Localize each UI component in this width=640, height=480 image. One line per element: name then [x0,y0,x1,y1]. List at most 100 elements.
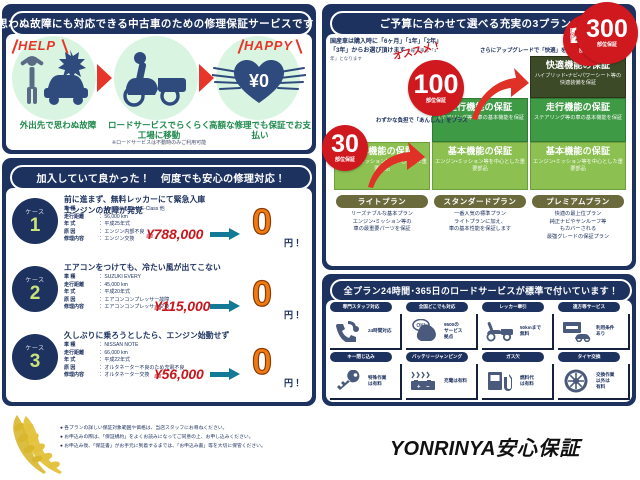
cases-header: 加入していて良かった！ 何度でも安心の修理対応！ [10,165,312,190]
spec-label: 走行距離 [64,281,85,288]
battery-icon: + − [406,366,442,396]
term-note-tiny: ※輸入車は「1年」となります [330,47,437,62]
cases-panel: 加入していて良かった！ 何度でも安心の修理対応！ ケース 1 前に進まず、無料レ… [2,158,316,406]
service-tag: タイヤ交換 [558,352,620,362]
spec-value: 平成25年式 [104,221,130,227]
case-result-unit-3: 円！ [284,378,303,388]
badge-unit: 部位保証 [334,157,355,164]
case-result-unit-1: 円！ [284,238,303,248]
badge-side-label: 国産車 [569,28,575,43]
flow-panel: 思わぬ故障にも対応できる中古車のための修理保証サービスです！ HELP [0,4,324,154]
service-text: 燃料代 は有料 [520,374,534,386]
spec-label: 原 因 [64,364,76,371]
coverage-desc: エンジン・ミッション等を中心とした重要部品 [435,158,525,172]
road-service-header: 全プラン24時間･365日のロードサービスが標準で付いています！ [330,279,632,302]
case-title-2: エアコンをつけても、冷たい風が出てこない [64,263,221,272]
phone-headset-icon [330,316,366,346]
tire-icon [558,366,594,396]
brand-latin: YONRINYA [390,438,496,460]
shout-slash-right-2 [295,39,303,54]
plan-desc-light: リーズナブルな基本プラン エンジン・ミッション等の 車の最重要パーツを保証 [351,211,413,233]
term-note: 国産車は購入時に「6ヶ月」「1年」「2年」「3年」からお選び頂けます ※輸入車は… [330,39,440,62]
spec-value: エンジン交換 [104,236,135,242]
service-cell-transport: 遠方等サービス 利用条件 あり [556,302,630,350]
case-badge-3: ケース 3 [12,334,58,380]
fuel-pump-icon [482,366,518,396]
coverage-title: 快適機能の保証 [545,60,611,70]
case-number: 1 [29,215,41,236]
tow-truck-illustration-icon [123,52,186,107]
badge-unit: 部位保証 [596,42,617,49]
case-result-2: 0 [251,273,273,314]
service-tag: 専門スタッフ対応 [330,302,392,312]
footer-note: ● お申込み後、「保証書」がお手元に到着するまでは、「お申込み書」等を大切に保管… [60,444,266,450]
brand-jp: 安心保証 [495,438,581,460]
service-text: 特殊作業 は有料 [368,374,387,386]
flow-step-note-2: ※ロードサービスは不動時のみご利用可能 [111,140,207,147]
case-badge-2: ケース 2 [12,266,58,312]
badge-30-parts: 30 部位保証 [322,125,368,171]
service-text: 利用条件 あり [596,324,615,336]
spec-label: 修理内容 [64,304,85,310]
service-cell-towing: レッカー牽引 [480,302,554,350]
plan-column-premium[interactable]: 快適機能の保証 ハイブリッド・ナビ・パワーシート等の快適装備を保証 走行機能の保… [530,56,626,241]
flow-step-caption-3: 高額な修理でも保証でお支払い [208,120,311,141]
upgrade-note-2: さらにアップグレードで「快適」をプラス [480,48,583,54]
case-label: ケース [25,278,45,284]
case-result-unit-2: 円！ [284,310,303,320]
service-tag: レッカー牽引 [482,302,544,312]
svg-text:−: − [426,385,430,391]
brand-logo: YONRINYA安心保証 [390,432,581,461]
service-cell-phone: 専門スタッフ対応 24時間対応 [328,302,402,350]
coverage-desc: ハイブリッド・ナビ・パワーシート等の快適装備を保証 [534,72,622,86]
flow-step-caption-1: 外出先で思わぬ故障 [19,120,97,130]
spec-label: 走行距離 [64,213,85,220]
road-service-body: 専門スタッフ対応 24時間対応 全国どこでも対応 [326,300,632,402]
tow-truck-icon [482,316,518,346]
coverage-desc: ステアリング等の車の基本機能を保証 [435,114,525,121]
spec-value: Mercedes-Benz E-Class 他 [104,206,165,212]
spec-label: 走行距離 [64,349,85,356]
service-text: 24時間対応 [368,327,392,333]
case-price-3: ¥56,000 [154,366,204,382]
spec-label: 年 式 [64,221,76,227]
upgrade-arrow-2-icon [472,68,529,120]
spec-label: 年 式 [64,357,76,363]
service-text: 9500の サービス 拠点 [444,321,463,340]
badge-unit: 部位保証 [425,98,446,105]
coverage-box-basic-standard: 基本機能の保証 エンジン・ミッション等を中心とした重要部品 [432,142,528,190]
plan-tag-premium: プレミアムプラン [532,195,624,208]
badge-number: 100 [413,68,459,99]
case-label: ケース [25,346,45,352]
help-shout: HELP [18,38,56,53]
service-tag: 全国どこでも対応 [406,302,468,312]
badge-300-parts: 300 部位保証 [576,2,638,64]
footer-notes: ● 各プランの詳しい保証対象範囲や価格は、当店スタッフにお尋ねください。 ● お… [60,424,390,451]
spec-value: 45,000 km [104,281,128,288]
service-cell-key: キー閉じ込み 特殊作業 は有料 [328,352,402,400]
footer-note: ● 各プランの詳しい保証対象範囲や価格は、当店スタッフにお尋ねください。 [60,426,228,431]
heart-value-text: ¥0 [249,71,269,91]
winged-heart-icon: ¥0 [212,60,306,103]
spec-value: エアコンコンプレッサー交換 [104,304,170,310]
case-title-1: 前に進まず、無料レッカーにて緊急入庫 エンジンの故障が発覚 [64,195,206,215]
spec-value: 平成22年式 [104,357,130,363]
flow-arrow-2 [199,64,214,92]
spec-value: 平成20年式 [104,289,130,295]
service-tag: バッテリージャンピング [406,352,468,362]
case-title-3: 久しぶりに乗ろうとしたら、エンジン始動せず [64,331,230,340]
spec-label: 車 種 [64,206,76,212]
flow-header: 思わぬ故障にも対応できる中古車のための修理保証サービスです！ [0,11,324,36]
case-arrow-2-icon [210,300,240,312]
service-cell-battery: バッテリージャンピング + − [404,352,478,400]
case-row: ケース 1 前に進まず、無料レッカーにて緊急入庫 エンジンの故障が発覚 車 種：… [6,190,312,256]
breakdown-illustration-icon [20,50,88,105]
badge-number: 300 [586,14,628,43]
case-number: 2 [29,283,41,304]
service-cell-tire: タイヤ交換 [556,352,630,400]
coverage-desc: エンジン・ミッション等を中心とした重要部品 [533,158,623,172]
map-ok-icon: OK! [406,316,442,346]
spec-label: 車 種 [64,342,76,348]
spec-value: 66,000 km [104,349,128,356]
